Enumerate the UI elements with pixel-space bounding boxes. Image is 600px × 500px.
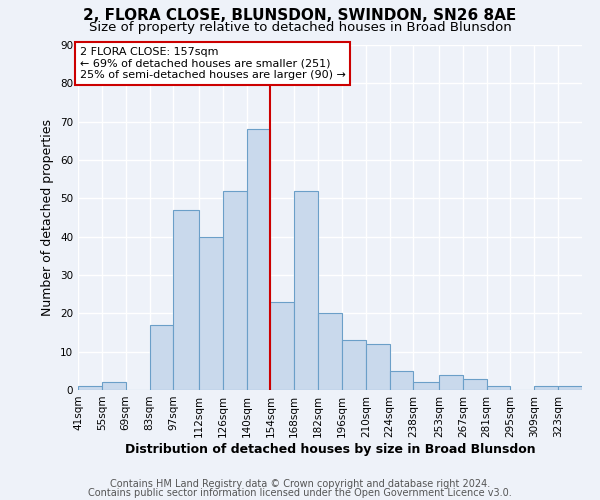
Bar	[558, 386, 582, 390]
Text: Contains HM Land Registry data © Crown copyright and database right 2024.: Contains HM Land Registry data © Crown c…	[110, 479, 490, 489]
Bar	[413, 382, 439, 390]
Bar	[223, 190, 247, 390]
Text: Size of property relative to detached houses in Broad Blunsdon: Size of property relative to detached ho…	[89, 21, 511, 34]
Bar	[149, 325, 173, 390]
Bar	[535, 386, 558, 390]
Bar	[102, 382, 125, 390]
Text: 2, FLORA CLOSE, BLUNSDON, SWINDON, SN26 8AE: 2, FLORA CLOSE, BLUNSDON, SWINDON, SN26 …	[83, 8, 517, 22]
Bar	[271, 302, 294, 390]
Y-axis label: Number of detached properties: Number of detached properties	[41, 119, 55, 316]
Text: 2 FLORA CLOSE: 157sqm
← 69% of detached houses are smaller (251)
25% of semi-det: 2 FLORA CLOSE: 157sqm ← 69% of detached …	[80, 47, 346, 80]
X-axis label: Distribution of detached houses by size in Broad Blunsdon: Distribution of detached houses by size …	[125, 442, 535, 456]
Bar	[294, 190, 318, 390]
Bar	[487, 386, 511, 390]
Bar	[318, 314, 342, 390]
Text: Contains public sector information licensed under the Open Government Licence v3: Contains public sector information licen…	[88, 488, 512, 498]
Bar	[439, 374, 463, 390]
Bar	[173, 210, 199, 390]
Bar	[366, 344, 389, 390]
Bar	[463, 378, 487, 390]
Bar	[78, 386, 102, 390]
Bar	[342, 340, 366, 390]
Bar	[389, 371, 413, 390]
Bar	[199, 236, 223, 390]
Bar	[247, 130, 271, 390]
